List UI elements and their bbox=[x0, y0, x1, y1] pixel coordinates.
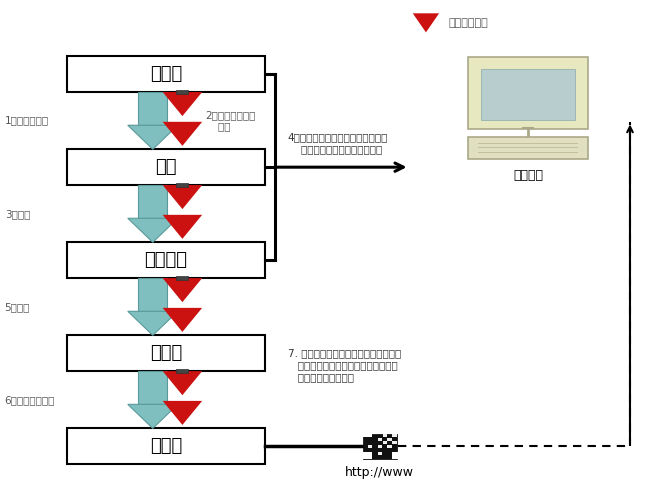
Polygon shape bbox=[138, 371, 167, 404]
Text: 5．販売: 5．販売 bbox=[5, 302, 30, 312]
FancyBboxPatch shape bbox=[392, 452, 401, 459]
Polygon shape bbox=[163, 308, 202, 332]
Text: 4．生産者と仲卸業者の関連付けと
    生産地情報をサーバーへ転送: 4．生産者と仲卸業者の関連付けと 生産地情報をサーバーへ転送 bbox=[288, 132, 388, 154]
Polygon shape bbox=[412, 14, 439, 32]
FancyBboxPatch shape bbox=[67, 242, 264, 278]
FancyBboxPatch shape bbox=[469, 137, 588, 159]
Text: 漁協: 漁協 bbox=[155, 158, 176, 176]
Text: 3．入札: 3．入札 bbox=[5, 209, 30, 219]
Polygon shape bbox=[163, 278, 202, 302]
FancyBboxPatch shape bbox=[67, 335, 264, 371]
Text: 消費者: 消費者 bbox=[150, 437, 182, 455]
Polygon shape bbox=[128, 125, 178, 149]
Polygon shape bbox=[163, 122, 202, 146]
Polygon shape bbox=[163, 92, 202, 116]
FancyBboxPatch shape bbox=[377, 438, 382, 441]
Polygon shape bbox=[128, 218, 178, 242]
FancyBboxPatch shape bbox=[377, 452, 382, 455]
FancyBboxPatch shape bbox=[67, 428, 264, 464]
Text: サーバー: サーバー bbox=[513, 170, 543, 182]
FancyBboxPatch shape bbox=[383, 434, 387, 437]
FancyBboxPatch shape bbox=[481, 69, 575, 119]
FancyBboxPatch shape bbox=[393, 434, 397, 437]
FancyBboxPatch shape bbox=[363, 434, 397, 459]
Text: ラベルの移動: ラベルの移動 bbox=[449, 18, 488, 28]
Polygon shape bbox=[128, 312, 178, 335]
FancyBboxPatch shape bbox=[176, 184, 188, 187]
FancyBboxPatch shape bbox=[363, 431, 371, 438]
Text: 1．ラベル発行: 1．ラベル発行 bbox=[5, 115, 49, 126]
Polygon shape bbox=[163, 371, 202, 395]
FancyBboxPatch shape bbox=[363, 452, 371, 459]
FancyBboxPatch shape bbox=[176, 276, 188, 280]
FancyBboxPatch shape bbox=[387, 445, 392, 448]
Polygon shape bbox=[163, 401, 202, 425]
Text: http://www: http://www bbox=[345, 466, 414, 479]
FancyBboxPatch shape bbox=[393, 441, 397, 444]
FancyBboxPatch shape bbox=[469, 57, 588, 129]
Polygon shape bbox=[163, 215, 202, 239]
FancyBboxPatch shape bbox=[377, 445, 382, 448]
Text: 生産者: 生産者 bbox=[150, 65, 182, 83]
FancyBboxPatch shape bbox=[383, 441, 387, 444]
Polygon shape bbox=[138, 92, 167, 125]
Text: 7. 消費者はラベルに付いた二次元バー
   コードをスキャンしてサーバーにア
   クセス。情報の入手: 7. 消費者はラベルに付いた二次元バー コードをスキャンしてサーバーにア クセス… bbox=[288, 349, 401, 382]
Polygon shape bbox=[163, 185, 202, 209]
FancyBboxPatch shape bbox=[67, 149, 264, 185]
Text: 小売店: 小売店 bbox=[150, 344, 182, 362]
Text: 6．小分けと販売: 6．小分けと販売 bbox=[5, 395, 55, 405]
Text: 2．ラベル添付と
    出荷: 2．ラベル添付と 出荷 bbox=[206, 110, 256, 131]
Polygon shape bbox=[138, 185, 167, 218]
FancyBboxPatch shape bbox=[176, 90, 188, 94]
FancyBboxPatch shape bbox=[67, 56, 264, 92]
FancyBboxPatch shape bbox=[176, 369, 188, 373]
Polygon shape bbox=[128, 404, 178, 428]
FancyBboxPatch shape bbox=[368, 445, 372, 448]
Polygon shape bbox=[138, 278, 167, 312]
FancyBboxPatch shape bbox=[387, 438, 392, 441]
Text: 仲卸業者: 仲卸業者 bbox=[145, 251, 188, 269]
